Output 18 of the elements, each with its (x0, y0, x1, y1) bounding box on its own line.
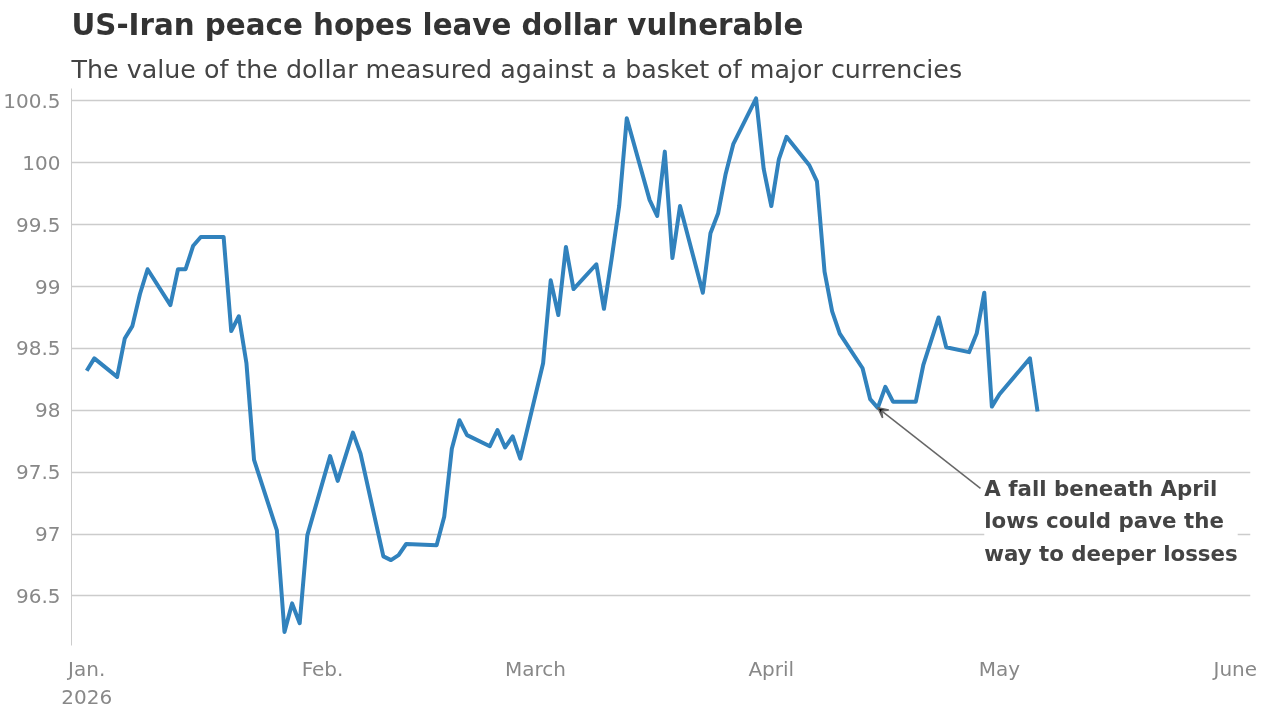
y-tick-label: 98 (35, 398, 61, 423)
y-tick-label: 96.5 (15, 583, 61, 608)
y-tick-label: 100 (22, 150, 61, 175)
x-tick-label: June (1211, 656, 1258, 681)
x-tick-label: March (505, 656, 566, 681)
x-tick-label: Feb. (301, 656, 344, 681)
x-tick-label: April (748, 656, 795, 681)
chart-subtitle: The value of the dollar measured against a basket of major currencies (70, 53, 963, 84)
annotation: A fall beneath April lows could pave the way to deeper losses (984, 475, 1238, 566)
y-tick-label: 98.5 (15, 336, 61, 361)
x-tick-label: Jan. 2026 (61, 656, 113, 710)
y-tick-label: 97.5 (15, 460, 61, 485)
y-tick-label: 99 (35, 274, 61, 299)
y-tick-label: 97 (35, 522, 61, 547)
chart-title: US-Iran peace hopes leave dollar vulnerable (71, 7, 804, 42)
x-tick-label: May (978, 656, 1021, 681)
y-tick-label: 100.5 (3, 88, 61, 113)
y-tick-label: 99.5 (15, 212, 61, 237)
